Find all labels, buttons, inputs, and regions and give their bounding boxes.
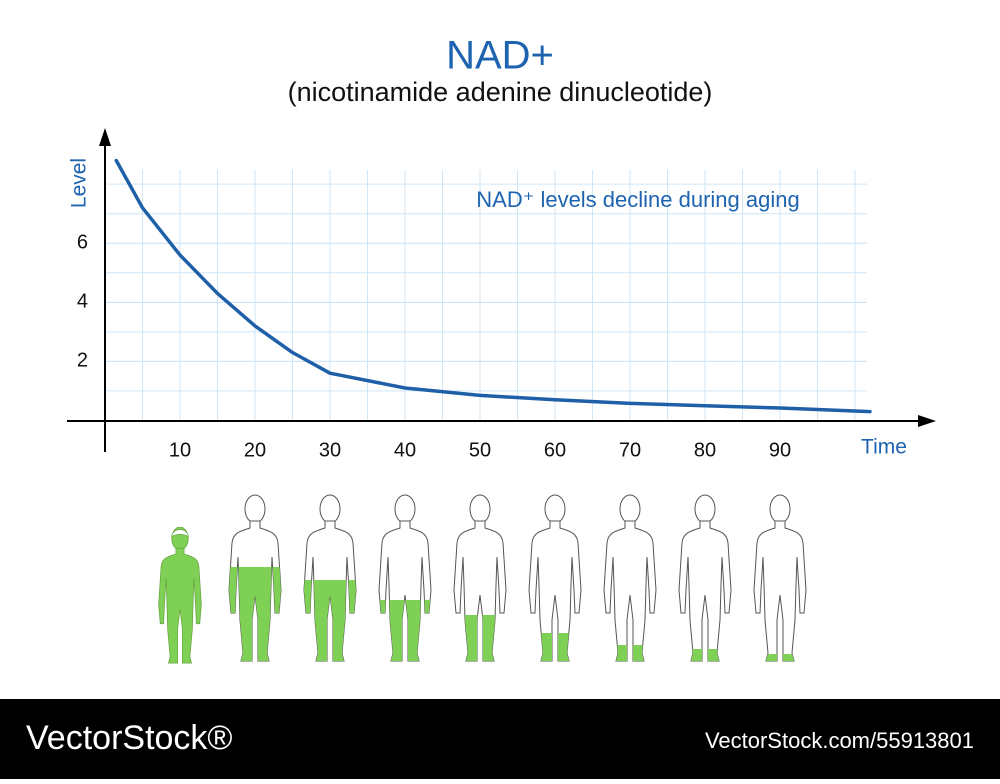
grid [105, 170, 867, 421]
line-series [114, 158, 872, 414]
figures [158, 494, 807, 664]
y-tick-label: 6 [77, 232, 88, 254]
y-tick-label: 2 [77, 350, 88, 372]
x-axis-arrow [918, 415, 936, 427]
x-tick-label: 50 [469, 439, 491, 461]
x-tick-label: 90 [769, 439, 791, 461]
footer-url: VectorStock.com/55913801 [705, 728, 974, 753]
y-axis-arrow [99, 128, 111, 146]
x-tick-label: 40 [394, 439, 416, 461]
figure [158, 527, 202, 664]
y-tick-label: 4 [77, 291, 88, 313]
chart-subtitle: (nicotinamide adenine dinucleotide) [288, 77, 713, 107]
x-axis-label: Time [861, 436, 907, 459]
x-tick-label: 20 [244, 439, 266, 461]
x-tick-label: 60 [544, 439, 566, 461]
chart-title: NAD+ [446, 34, 554, 78]
annotation: NAD⁺ levels decline during aging [476, 187, 799, 212]
axes [67, 138, 926, 452]
x-tick-label: 10 [169, 439, 191, 461]
footer-band [0, 699, 1000, 779]
x-tick-label: 70 [619, 439, 641, 461]
x-tick-label: 80 [694, 439, 716, 461]
y-axis-label: Level [68, 158, 91, 208]
footer-brand: VectorStock® [26, 719, 232, 757]
x-tick-label: 30 [319, 439, 341, 461]
plot [114, 158, 872, 414]
